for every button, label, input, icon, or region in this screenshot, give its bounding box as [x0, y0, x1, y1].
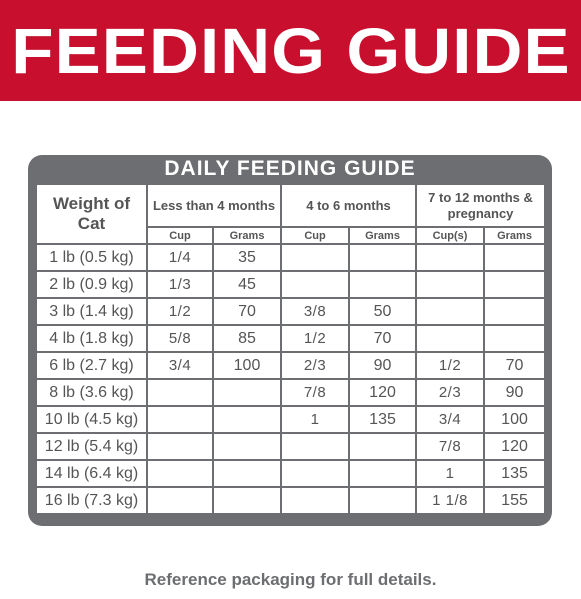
table-row: 10 lb (4.5 kg) 1 135 3/4 100: [35, 405, 547, 434]
weight-cell: 12 lb (5.4 kg): [35, 432, 148, 461]
cup-cell: [146, 432, 214, 461]
weight-cell: 4 lb (1.8 kg): [35, 324, 148, 353]
cup-cell: 1/2: [280, 324, 351, 353]
group-header-7-12: 7 to 12 months & pregnancy: [415, 182, 547, 229]
cup-cell: [146, 459, 214, 488]
grams-cell: [483, 324, 547, 353]
cup-cell: 1/3: [146, 270, 214, 299]
subheader-grams: Grams: [483, 226, 547, 245]
subheader-grams: Grams: [211, 226, 283, 245]
subheader-grams: Grams: [348, 226, 418, 245]
grams-cell: [211, 486, 283, 515]
cup-cell: 3/8: [280, 297, 351, 326]
weight-cell: 8 lb (3.6 kg): [35, 378, 148, 407]
cup-cell: 2/3: [415, 378, 486, 407]
title-banner: FEEDING GUIDE: [0, 0, 581, 101]
cup-cell: 1/2: [415, 351, 486, 380]
weight-cell: 14 lb (6.4 kg): [35, 459, 148, 488]
cup-cell: [280, 459, 351, 488]
cup-cell: 5/8: [146, 324, 214, 353]
grams-cell: [211, 432, 283, 461]
table-row: 16 lb (7.3 kg) 1 1/8 155: [35, 486, 547, 515]
page-title: FEEDING GUIDE: [10, 14, 571, 87]
grams-cell: 120: [348, 378, 418, 407]
cup-cell: 1/4: [146, 243, 214, 272]
grams-cell: 90: [483, 378, 547, 407]
subheader-cup: Cup: [146, 226, 214, 245]
grams-cell: [348, 270, 418, 299]
grams-cell: [348, 486, 418, 515]
grams-cell: 135: [348, 405, 418, 434]
cup-cell: [280, 270, 351, 299]
grams-cell: 90: [348, 351, 418, 380]
cup-cell: [146, 378, 214, 407]
grams-cell: [483, 297, 547, 326]
table-row: 6 lb (2.7 kg) 3/4 100 2/3 90 1/2 70: [35, 351, 547, 380]
cup-cell: [415, 270, 486, 299]
grams-cell: 155: [483, 486, 547, 515]
cup-cell: 1: [280, 405, 351, 434]
cup-cell: [146, 486, 214, 515]
cup-cell: [280, 243, 351, 272]
weight-cell: 1 lb (0.5 kg): [35, 243, 148, 272]
grams-cell: 85: [211, 324, 283, 353]
weight-cell: 6 lb (2.7 kg): [35, 351, 148, 380]
cup-cell: [415, 324, 486, 353]
table-title: DAILY FEEDING GUIDE: [164, 157, 416, 180]
cup-cell: [415, 243, 486, 272]
group-header-under-4: Less than 4 months: [145, 182, 283, 229]
cup-cell: 7/8: [415, 432, 486, 461]
grams-cell: 50: [348, 297, 418, 326]
grams-cell: 35: [211, 243, 283, 272]
group-header-4-6: 4 to 6 months: [280, 182, 418, 229]
grams-cell: 70: [483, 351, 547, 380]
feeding-table: Weight of Cat Less than 4 months 4 to 6 …: [35, 182, 547, 515]
cup-cell: 1 1/8: [415, 486, 486, 515]
grams-cell: 70: [211, 297, 283, 326]
grams-cell: 100: [483, 405, 547, 434]
table-row: 12 lb (5.4 kg) 7/8 120: [35, 432, 547, 461]
cup-cell: [280, 432, 351, 461]
grams-cell: [348, 459, 418, 488]
cup-cell: 3/4: [146, 351, 214, 380]
weight-cell: 2 lb (0.9 kg): [35, 270, 148, 299]
table-body: 1 lb (0.5 kg) 1/4 35 2 lb (0.9 kg) 1/3 45 3 lb…: [35, 243, 547, 515]
subheader-cups: Cup(s): [415, 226, 486, 245]
cup-cell: [415, 297, 486, 326]
grams-cell: 120: [483, 432, 547, 461]
grams-cell: [483, 243, 547, 272]
table-row: 8 lb (3.6 kg) 7/8 120 2/3 90: [35, 378, 547, 407]
grams-cell: 70: [348, 324, 418, 353]
weight-header: Weight of Cat: [35, 183, 148, 245]
grams-cell: [348, 432, 418, 461]
grams-cell: [483, 270, 547, 299]
cup-cell: 1: [415, 459, 486, 488]
cup-cell: 3/4: [415, 405, 486, 434]
cup-cell: 1/2: [146, 297, 214, 326]
subheader-cup: Cup: [280, 226, 351, 245]
weight-cell: 3 lb (1.4 kg): [35, 297, 148, 326]
cup-cell: [146, 405, 214, 434]
feeding-guide-table-frame: DAILY FEEDING GUIDE Weight of Cat Less t…: [28, 155, 552, 526]
grams-cell: 135: [483, 459, 547, 488]
table-row: 1 lb (0.5 kg) 1/4 35: [35, 243, 547, 272]
table-row: 2 lb (0.9 kg) 1/3 45: [35, 270, 547, 299]
footer-note: Reference packaging for full details.: [144, 570, 437, 589]
grams-cell: [348, 243, 418, 272]
table-row: 3 lb (1.4 kg) 1/2 70 3/8 50: [35, 297, 547, 326]
grams-cell: 45: [211, 270, 283, 299]
cup-cell: [280, 486, 351, 515]
weight-cell: 10 lb (4.5 kg): [35, 405, 148, 434]
grams-cell: [211, 405, 283, 434]
weight-cell: 16 lb (7.3 kg): [35, 486, 148, 515]
cup-cell: 2/3: [280, 351, 351, 380]
grams-cell: [211, 459, 283, 488]
grams-cell: [211, 378, 283, 407]
cup-cell: 7/8: [280, 378, 351, 407]
table-row: 14 lb (6.4 kg) 1 135: [35, 459, 547, 488]
grams-cell: 100: [211, 351, 283, 380]
table-row: 4 lb (1.8 kg) 5/8 85 1/2 70: [35, 324, 547, 353]
